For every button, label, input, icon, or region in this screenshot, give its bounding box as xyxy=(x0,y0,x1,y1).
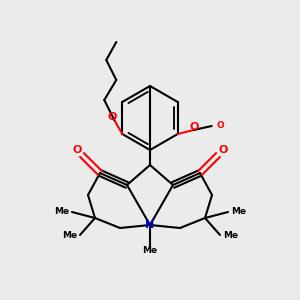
Text: Me: Me xyxy=(54,208,69,217)
Text: Me: Me xyxy=(142,246,158,255)
Text: Me: Me xyxy=(223,230,238,239)
Text: Me: Me xyxy=(231,208,246,217)
Text: O: O xyxy=(189,122,198,132)
Text: Me: Me xyxy=(62,230,77,239)
Text: O: O xyxy=(218,145,228,155)
Text: O: O xyxy=(72,145,82,155)
Text: N: N xyxy=(146,220,154,230)
Text: O: O xyxy=(217,122,224,130)
Text: O: O xyxy=(108,112,117,122)
